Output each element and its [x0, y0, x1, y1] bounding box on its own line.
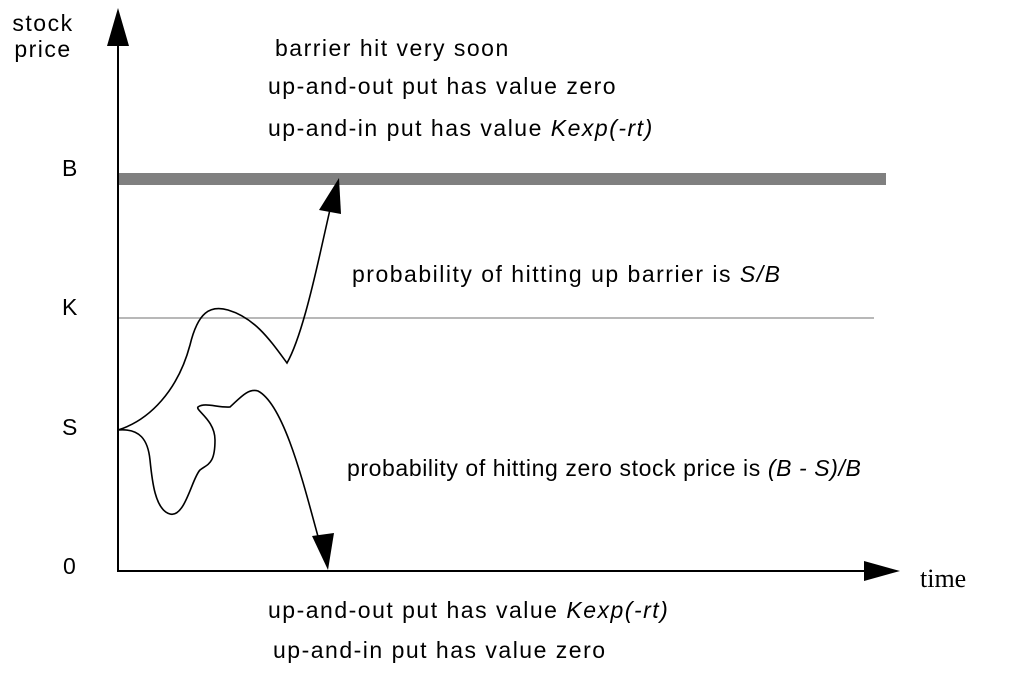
top-annotation-line3: up-and-in put has value Kexp(-rt): [268, 114, 654, 142]
zero-probability-formula: (B - S)/B: [767, 455, 862, 481]
up-probability-text: probability of hitting up barrier is S/B: [352, 260, 781, 288]
zero-arrowhead: [312, 533, 334, 570]
x-axis-arrowhead: [864, 561, 900, 581]
x-axis-label: time: [920, 564, 967, 593]
y-axis-label-line1: stock: [12, 10, 74, 36]
bottom-annotation-line1: up-and-out put has value Kexp(-rt): [268, 596, 669, 624]
up-probability-formula: S/B: [739, 261, 782, 287]
tick-k: K: [62, 294, 78, 320]
tick-s: S: [62, 414, 78, 440]
top-annotation-line3-formula: Kexp(-rt): [550, 115, 654, 141]
path-to-barrier: [117, 204, 332, 431]
bottom-annotation-line1-text: up-and-out put has value: [268, 597, 567, 623]
top-annotation-line2: up-and-out put has value zero: [268, 73, 618, 99]
bottom-annotation-line1-formula: Kexp(-rt): [566, 597, 670, 623]
tick-b: B: [62, 155, 78, 181]
tick-zero: 0: [63, 553, 76, 579]
top-annotation-line1: barrier hit very soon: [275, 35, 510, 61]
up-probability-prefix: probability of hitting up barrier is: [352, 261, 740, 287]
bottom-annotation-line2: up-and-in put has value zero: [273, 637, 607, 663]
top-annotation-line3-text: up-and-in put has value: [268, 115, 551, 141]
zero-probability-prefix: probability of hitting zero stock price …: [347, 455, 768, 481]
zero-probability-text: probability of hitting zero stock price …: [347, 454, 861, 482]
y-axis-arrowhead: [107, 8, 129, 46]
y-axis-label: stock price: [2, 10, 84, 62]
barrier-arrowhead: [319, 178, 341, 214]
path-to-zero: [117, 389, 320, 541]
y-axis-label-line2: price: [14, 36, 72, 62]
